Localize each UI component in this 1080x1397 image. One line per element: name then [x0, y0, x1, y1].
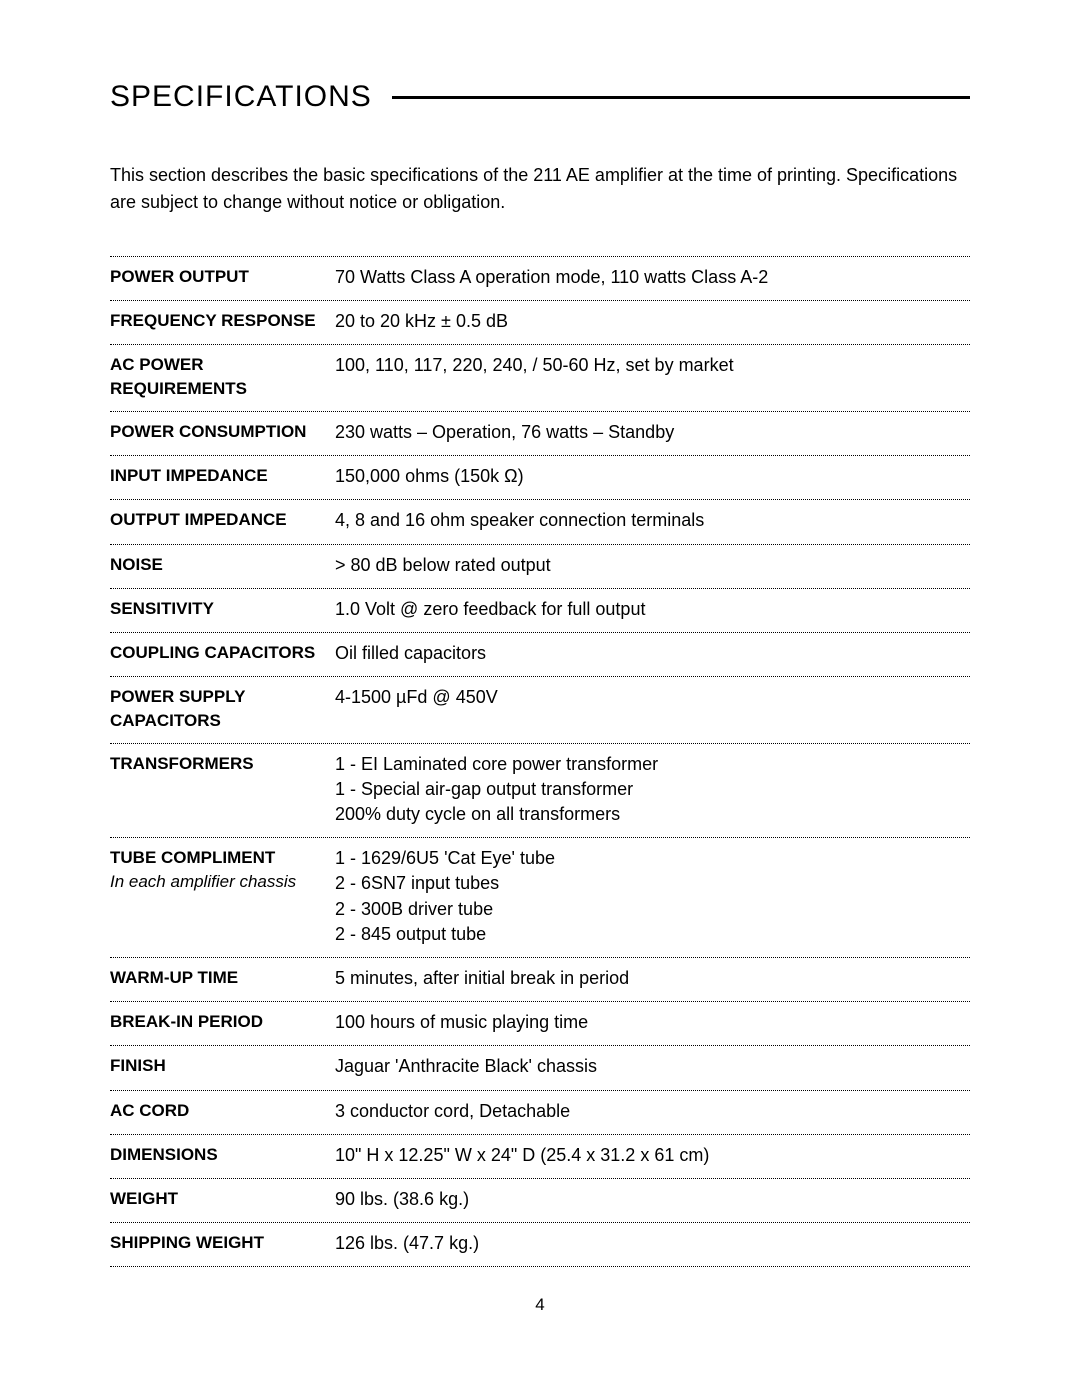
spec-label: WEIGHT [110, 1187, 335, 1212]
spec-value: 100 hours of music playing time [335, 1010, 970, 1035]
intro-text: This section describes the basic specifi… [110, 162, 970, 216]
spec-value: > 80 dB below rated output [335, 553, 970, 578]
spec-row: AC POWER REQUIREMENTS100, 110, 117, 220,… [110, 344, 970, 411]
spec-value: 100, 110, 117, 220, 240, / 50-60 Hz, set… [335, 353, 970, 401]
page-title: SPECIFICATIONS [110, 80, 372, 114]
spec-label: FREQUENCY RESPONSE [110, 309, 335, 334]
spec-label: TUBE COMPLIMENTIn each amplifier chassis [110, 846, 335, 947]
spec-value: 5 minutes, after initial break in period [335, 966, 970, 991]
spec-label: WARM-UP TIME [110, 966, 335, 991]
spec-value: 150,000 ohms (150k Ω) [335, 464, 970, 489]
spec-row: POWER SUPPLY CAPACITORS4-1500 µFd @ 450V [110, 676, 970, 743]
spec-row: BREAK-IN PERIOD100 hours of music playin… [110, 1001, 970, 1045]
spec-row: OUTPUT IMPEDANCE4, 8 and 16 ohm speaker … [110, 499, 970, 543]
title-line: SPECIFICATIONS [110, 80, 970, 114]
spec-value: 1 - EI Laminated core power transformer … [335, 752, 970, 828]
spec-value: 126 lbs. (47.7 kg.) [335, 1231, 970, 1256]
spec-label: NOISE [110, 553, 335, 578]
spec-label: DIMENSIONS [110, 1143, 335, 1168]
specs-table: POWER OUTPUT70 Watts Class A operation m… [110, 256, 970, 1267]
spec-label: POWER SUPPLY CAPACITORS [110, 685, 335, 733]
spec-label: BREAK-IN PERIOD [110, 1010, 335, 1035]
spec-value: 20 to 20 kHz ± 0.5 dB [335, 309, 970, 334]
spec-label: AC CORD [110, 1099, 335, 1124]
spec-label: OUTPUT IMPEDANCE [110, 508, 335, 533]
spec-row: INPUT IMPEDANCE150,000 ohms (150k Ω) [110, 455, 970, 499]
spec-value: 4, 8 and 16 ohm speaker connection termi… [335, 508, 970, 533]
spec-row: AC CORD3 conductor cord, Detachable [110, 1090, 970, 1134]
spec-row: WEIGHT90 lbs. (38.6 kg.) [110, 1178, 970, 1222]
spec-row: SHIPPING WEIGHT126 lbs. (47.7 kg.) [110, 1222, 970, 1267]
spec-value: 1.0 Volt @ zero feedback for full output [335, 597, 970, 622]
spec-row: DIMENSIONS10" H x 12.25" W x 24" D (25.4… [110, 1134, 970, 1178]
spec-label: TRANSFORMERS [110, 752, 335, 828]
spec-label: COUPLING CAPACITORS [110, 641, 335, 666]
spec-value: 90 lbs. (38.6 kg.) [335, 1187, 970, 1212]
spec-row: WARM-UP TIME5 minutes, after initial bre… [110, 957, 970, 1001]
spec-value: Jaguar 'Anthracite Black' chassis [335, 1054, 970, 1079]
spec-row: COUPLING CAPACITORSOil filled capacitors [110, 632, 970, 676]
spec-value: 70 Watts Class A operation mode, 110 wat… [335, 265, 970, 290]
spec-sublabel: In each amplifier chassis [110, 870, 335, 894]
page-number: 4 [110, 1295, 970, 1315]
title-rule [392, 96, 970, 99]
spec-row: NOISE> 80 dB below rated output [110, 544, 970, 588]
spec-value: 1 - 1629/6U5 'Cat Eye' tube 2 - 6SN7 inp… [335, 846, 970, 947]
spec-label: INPUT IMPEDANCE [110, 464, 335, 489]
spec-label: SHIPPING WEIGHT [110, 1231, 335, 1256]
spec-label: SENSITIVITY [110, 597, 335, 622]
spec-row: FREQUENCY RESPONSE20 to 20 kHz ± 0.5 dB [110, 300, 970, 344]
spec-label: POWER OUTPUT [110, 265, 335, 290]
spec-label: FINISH [110, 1054, 335, 1079]
spec-row: POWER CONSUMPTION230 watts – Operation, … [110, 411, 970, 455]
spec-label: POWER CONSUMPTION [110, 420, 335, 445]
spec-row: TUBE COMPLIMENTIn each amplifier chassis… [110, 837, 970, 957]
spec-value: 3 conductor cord, Detachable [335, 1099, 970, 1124]
spec-value: 10" H x 12.25" W x 24" D (25.4 x 31.2 x … [335, 1143, 970, 1168]
spec-value: Oil filled capacitors [335, 641, 970, 666]
spec-row: SENSITIVITY1.0 Volt @ zero feedback for … [110, 588, 970, 632]
spec-row: FINISHJaguar 'Anthracite Black' chassis [110, 1045, 970, 1089]
spec-row: POWER OUTPUT70 Watts Class A operation m… [110, 256, 970, 300]
spec-value: 4-1500 µFd @ 450V [335, 685, 970, 733]
spec-value: 230 watts – Operation, 76 watts – Standb… [335, 420, 970, 445]
spec-row: TRANSFORMERS1 - EI Laminated core power … [110, 743, 970, 838]
spec-label: AC POWER REQUIREMENTS [110, 353, 335, 401]
